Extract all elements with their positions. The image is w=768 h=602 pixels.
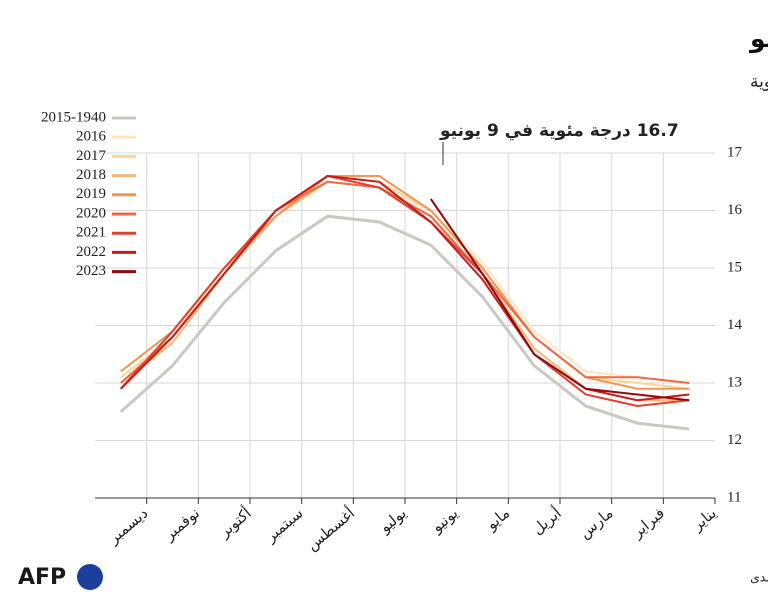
logo: AFP: [18, 565, 66, 590]
y-tick-label: 11: [727, 489, 741, 505]
y-tick-label: 15: [727, 259, 742, 275]
annotation: 16.7 درجة مئوية في 9 يونيو: [439, 121, 679, 141]
series-line: [120, 174, 690, 408]
legend-label: 2022: [76, 244, 106, 260]
y-tick-label: 12: [727, 432, 742, 448]
legend-label: 2019: [76, 186, 106, 202]
x-tick-label: أغسطس: [302, 503, 358, 554]
x-tick-label: ديسمبر: [105, 505, 151, 547]
source: المصدر: كوبرنيكوس سي 3 إس/المركز الأوروب…: [750, 570, 768, 586]
x-tick-label: مارس: [577, 505, 617, 542]
x-tick-label: مايو: [483, 505, 513, 534]
x-tick-label: سبتمبر: [262, 505, 306, 546]
legend-label: 2015-1940: [41, 109, 106, 125]
series-line: [119, 214, 690, 431]
legend-label: 2017: [76, 148, 107, 164]
legend-label: 2020: [76, 205, 106, 221]
x-tick-label: فبراير: [629, 505, 668, 541]
legend-label: 2016: [76, 129, 107, 145]
legend-label: 2018: [76, 167, 106, 183]
logo-circle: [77, 564, 103, 590]
x-tick-label: يناير: [689, 505, 720, 534]
y-tick-label: 16: [727, 202, 743, 218]
x-tick-label: أكتوبر: [214, 503, 255, 541]
x-tick-label: نوفمبر: [161, 505, 203, 544]
legend-label: 2021: [76, 225, 106, 241]
chart-title: درجات الحرارة العالمية عند مستوى قياسي ل…: [748, 24, 768, 54]
y-tick-label: 14: [727, 317, 743, 333]
chart-subtitle: المتوسط اليومي لدرجات الحرارة العالمية ح…: [750, 72, 768, 92]
y-tick-label: 17: [727, 144, 743, 160]
series-line: [429, 198, 690, 402]
x-tick-label: يوليو: [377, 505, 410, 536]
x-tick-label: يونيو: [429, 505, 462, 536]
x-tick-label: أبريل: [528, 503, 565, 538]
legend-label: 2023: [76, 263, 106, 279]
y-tick-label: 13: [727, 374, 742, 390]
